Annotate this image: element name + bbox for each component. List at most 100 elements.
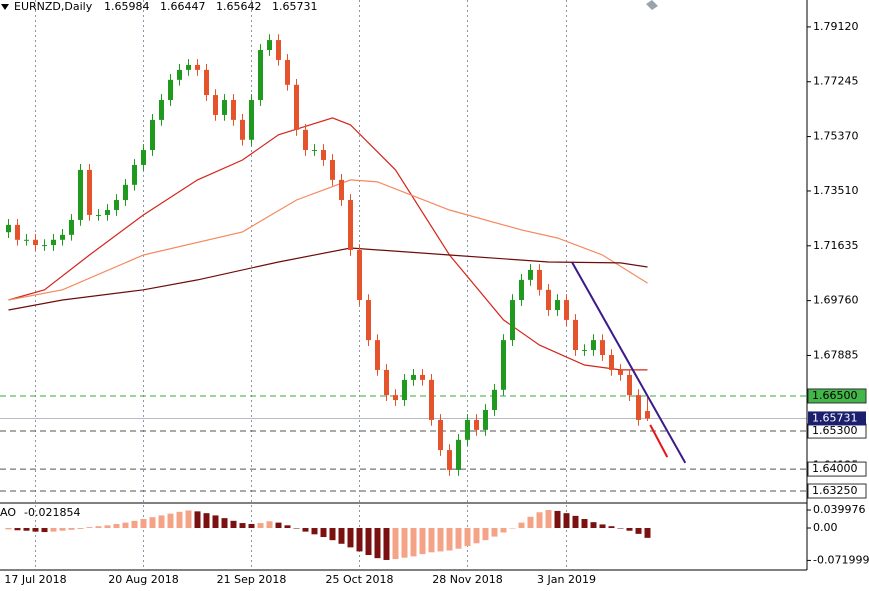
y-tick-label: 1.75370 (813, 130, 859, 143)
candle-body (258, 50, 263, 101)
candle-body (600, 340, 605, 356)
indicator-bar (122, 522, 129, 529)
shift-marker[interactable] (646, 0, 658, 10)
indicator-bar (284, 525, 291, 529)
indicator-bar (464, 528, 471, 547)
candle-body (537, 269, 542, 290)
header-low: 1.65642 (216, 0, 262, 13)
header-open: 1.65984 (104, 0, 150, 13)
candle-body (195, 64, 200, 70)
candle-body (357, 250, 362, 301)
candle-body (510, 300, 515, 341)
candle-body (384, 369, 389, 396)
header-symbol: EURNZD,Daily (14, 0, 93, 13)
x-tick-label: 28 Nov 2018 (432, 573, 502, 586)
indicator-bar (518, 522, 525, 529)
candle-body (240, 119, 245, 140)
indicator-bar (329, 528, 336, 541)
candle-body (474, 419, 479, 430)
candle-body (159, 100, 164, 120)
candle-body (105, 209, 110, 215)
indicator-bar (509, 528, 516, 529)
indicator-bar (644, 528, 651, 538)
indicator-bar (140, 519, 147, 529)
y-tick-label: 1.69760 (813, 294, 859, 307)
candle-body (51, 239, 56, 246)
indicator-bar (185, 510, 192, 529)
indicator-bar (14, 528, 21, 531)
candle-body (78, 169, 83, 220)
candle-body (609, 355, 614, 370)
candle-body (141, 150, 146, 165)
candle-body (87, 169, 92, 215)
candle-body (528, 269, 533, 280)
indicator-bar (563, 513, 570, 529)
indicator-bar (176, 511, 183, 529)
indicator-bar (23, 528, 30, 531)
candle-body (69, 219, 74, 235)
candle-body (501, 340, 506, 390)
candle-body (24, 239, 29, 241)
indicator-bar (581, 519, 588, 529)
indicator-bar (50, 528, 57, 532)
collapse-icon[interactable] (1, 4, 9, 10)
candle-body (330, 159, 335, 180)
indicator-bar (500, 528, 507, 533)
indicator-bar (401, 528, 408, 558)
indicator-bar (239, 523, 246, 529)
indicator-bar (68, 528, 75, 530)
candle-body (204, 69, 209, 96)
indicator-bar (275, 522, 282, 529)
indicator-bar (95, 526, 102, 529)
plot-area (0, 34, 807, 560)
indicator-bar (293, 528, 300, 529)
level-label: 1.64000 (812, 462, 858, 475)
indicator-bar (302, 528, 309, 532)
header-high: 1.66447 (160, 0, 206, 13)
indicator-bar (347, 528, 354, 548)
candle-body (312, 150, 317, 152)
indicator-bar (455, 528, 462, 549)
indicator-bar (149, 517, 156, 529)
indicator-bar (554, 510, 561, 529)
candle-body (177, 69, 182, 80)
level-label-box (807, 483, 867, 499)
indicator-bar (131, 520, 138, 529)
indicator-bar (527, 516, 534, 529)
y-tick-label: 1.67885 (813, 348, 859, 361)
candle-body (186, 64, 191, 70)
candle-body (348, 200, 353, 251)
indicator-bar (617, 528, 624, 529)
indicator-bar (437, 528, 444, 552)
candle-body (114, 200, 119, 210)
level-label: 1.63250 (812, 484, 858, 497)
indicator-bar (536, 512, 543, 529)
candle-body (168, 79, 173, 101)
y-tick-label: 1.73510 (813, 184, 859, 197)
level-label-box (807, 388, 867, 404)
indicator-bar (5, 528, 12, 530)
candle-body (591, 340, 596, 351)
indicator-bar (482, 528, 489, 541)
candle-body (393, 395, 398, 401)
header-close: 1.65731 (272, 0, 318, 13)
candle-body (60, 234, 65, 240)
candle-body (645, 411, 650, 419)
indicator-bar (194, 511, 201, 529)
candle-body (150, 119, 155, 151)
indicator-name: AO (0, 506, 16, 519)
y-tick-label: 1.77245 (813, 75, 859, 88)
indicator-tick-label: 0.00 (813, 521, 838, 534)
indicator-bar (545, 510, 552, 529)
indicator-bar (473, 528, 480, 544)
candle-body (546, 289, 551, 310)
candle-body (249, 100, 254, 140)
indicator-bar (374, 528, 381, 559)
candle-body (555, 300, 560, 310)
indicator-bar (248, 523, 255, 529)
candle-body (285, 59, 290, 85)
current-price-box (808, 411, 866, 426)
x-tick-label: 17 Jul 2018 (4, 573, 66, 586)
indicator-bar (392, 528, 399, 560)
